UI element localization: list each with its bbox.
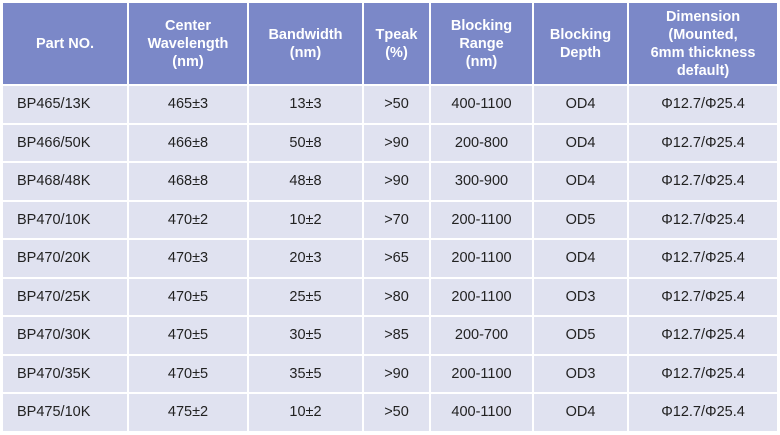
cell-blocking-depth: OD4 [534, 240, 627, 277]
cell-dimension: Φ12.7/Φ25.4 [629, 240, 777, 277]
cell-tpeak: >50 [364, 86, 429, 123]
cell-part-no: BP470/20K [3, 240, 127, 277]
cell-blocking-range: 400-1100 [431, 86, 532, 123]
header-part-no: Part NO. [3, 3, 127, 84]
header-line: Wavelength [147, 35, 229, 52]
header-tpeak: Tpeak (%) [364, 3, 429, 84]
cell-bandwidth: 13±3 [249, 86, 362, 123]
header-dimension: Dimension (Mounted, 6mm thickness default) [629, 3, 777, 84]
cell-center-wavelength: 470±5 [129, 278, 247, 315]
cell-part-no: BP470/25K [3, 278, 127, 315]
cell-center-wavelength: 470±5 [129, 355, 247, 392]
table-row: BP470/25K 470±5 25±5 >80 200-1100 OD3 Φ12.7/Φ2… [3, 278, 777, 315]
header-line: (nm) [289, 44, 322, 61]
cell-blocking-depth: OD4 [534, 124, 627, 161]
cell-center-wavelength: 470±2 [129, 201, 247, 238]
cell-center-wavelength: 468±8 [129, 163, 247, 200]
cell-tpeak: >90 [364, 355, 429, 392]
cell-blocking-range: 200-1100 [431, 201, 532, 238]
header-line: Center [165, 17, 211, 34]
header-line: Bandwidth [268, 26, 343, 43]
table-row: BP470/35K 470±5 35±5 >90 200-1100 OD3 Φ12.7/Φ2… [3, 355, 777, 392]
cell-dimension: Φ12.7/Φ25.4 [629, 278, 777, 315]
header-line: Depth [559, 44, 602, 61]
cell-blocking-depth: OD4 [534, 394, 627, 431]
table-row: BP470/20K 470±3 20±3 >65 200-1100 OD4 Φ12.7/Φ2… [3, 240, 777, 277]
cell-bandwidth: 25±5 [249, 278, 362, 315]
header-blocking-depth: Blocking Depth [534, 3, 627, 84]
table-row: BP468/48K 468±8 48±8 >90 300-900 OD4 Φ12.7/Φ25… [3, 163, 777, 200]
header-line: Blocking [549, 26, 612, 43]
table-row: BP470/30K 470±5 30±5 >85 200-700 OD5 Φ12.7/Φ25… [3, 317, 777, 354]
cell-blocking-range: 300-900 [431, 163, 532, 200]
cell-blocking-depth: OD4 [534, 163, 627, 200]
cell-bandwidth: 48±8 [249, 163, 362, 200]
header-line: Dimension [665, 8, 741, 25]
table-row: BP470/10K 470±2 10±2 >70 200-1100 OD5 Φ12.7/Φ2… [3, 201, 777, 238]
header-center-wavelength: Center Wavelength (nm) [129, 3, 247, 84]
table-row: BP465/13K 465±3 13±3 >50 400-1100 OD4 Φ12.7/Φ2… [3, 86, 777, 123]
cell-dimension: Φ12.7/Φ25.4 [629, 86, 777, 123]
cell-center-wavelength: 465±3 [129, 86, 247, 123]
cell-bandwidth: 20±3 [249, 240, 362, 277]
header-line: Range [459, 35, 504, 52]
cell-bandwidth: 10±2 [249, 394, 362, 431]
cell-part-no: BP465/13K [3, 86, 127, 123]
cell-part-no: BP468/48K [3, 163, 127, 200]
cell-part-no: BP470/30K [3, 317, 127, 354]
cell-bandwidth: 10±2 [249, 201, 362, 238]
cell-center-wavelength: 475±2 [129, 394, 247, 431]
header-line: 6mm thickness [650, 44, 756, 61]
cell-tpeak: >65 [364, 240, 429, 277]
cell-blocking-range: 200-800 [431, 124, 532, 161]
header-line: Part NO. [35, 35, 94, 52]
cell-part-no: BP475/10K [3, 394, 127, 431]
cell-blocking-range: 200-1100 [431, 355, 532, 392]
header-line: (%) [385, 44, 408, 61]
cell-blocking-depth: OD4 [534, 86, 627, 123]
cell-tpeak: >50 [364, 394, 429, 431]
cell-center-wavelength: 466±8 [129, 124, 247, 161]
header-line: (nm) [465, 53, 498, 70]
cell-blocking-range: 200-1100 [431, 278, 532, 315]
header-bandwidth: Bandwidth (nm) [249, 3, 362, 84]
cell-center-wavelength: 470±3 [129, 240, 247, 277]
cell-part-no: BP470/35K [3, 355, 127, 392]
cell-dimension: Φ12.7/Φ25.4 [629, 124, 777, 161]
cell-bandwidth: 30±5 [249, 317, 362, 354]
cell-bandwidth: 50±8 [249, 124, 362, 161]
cell-blocking-depth: OD5 [534, 317, 627, 354]
cell-blocking-depth: OD3 [534, 355, 627, 392]
cell-tpeak: >90 [364, 124, 429, 161]
cell-blocking-range: 400-1100 [431, 394, 532, 431]
header-line: (Mounted, [668, 26, 738, 43]
cell-part-no: BP466/50K [3, 124, 127, 161]
cell-center-wavelength: 470±5 [129, 317, 247, 354]
cell-blocking-range: 200-1100 [431, 240, 532, 277]
header-row: Part NO. Center Wavelength (nm) Bandwidth (nm… [3, 3, 777, 84]
cell-blocking-depth: OD3 [534, 278, 627, 315]
cell-blocking-depth: OD5 [534, 201, 627, 238]
cell-tpeak: >80 [364, 278, 429, 315]
cell-bandwidth: 35±5 [249, 355, 362, 392]
cell-part-no: BP470/10K [3, 201, 127, 238]
cell-tpeak: >85 [364, 317, 429, 354]
header-line: Blocking [450, 17, 513, 34]
cell-tpeak: >90 [364, 163, 429, 200]
cell-tpeak: >70 [364, 201, 429, 238]
cell-dimension: Φ12.7/Φ25.4 [629, 394, 777, 431]
table-body: BP465/13K 465±3 13±3 >50 400-1100 OD4 Φ12.7/Φ2… [3, 86, 777, 431]
header-line: (nm) [172, 53, 204, 70]
table-row: BP475/10K 475±2 10±2 >50 400-1100 OD4 Φ12.7/Φ2… [3, 394, 777, 431]
header-line: default) [676, 62, 730, 79]
cell-blocking-range: 200-700 [431, 317, 532, 354]
cell-dimension: Φ12.7/Φ25.4 [629, 201, 777, 238]
header-line: Tpeak [375, 26, 418, 43]
cell-dimension: Φ12.7/Φ25.4 [629, 317, 777, 354]
cell-dimension: Φ12.7/Φ25.4 [629, 163, 777, 200]
header-blocking-range: Blocking Range (nm) [431, 3, 532, 84]
table-row: BP466/50K 466±8 50±8 >90 200-800 OD4 Φ12.7/Φ25… [3, 124, 777, 161]
cell-dimension: Φ12.7/Φ25.4 [629, 355, 777, 392]
